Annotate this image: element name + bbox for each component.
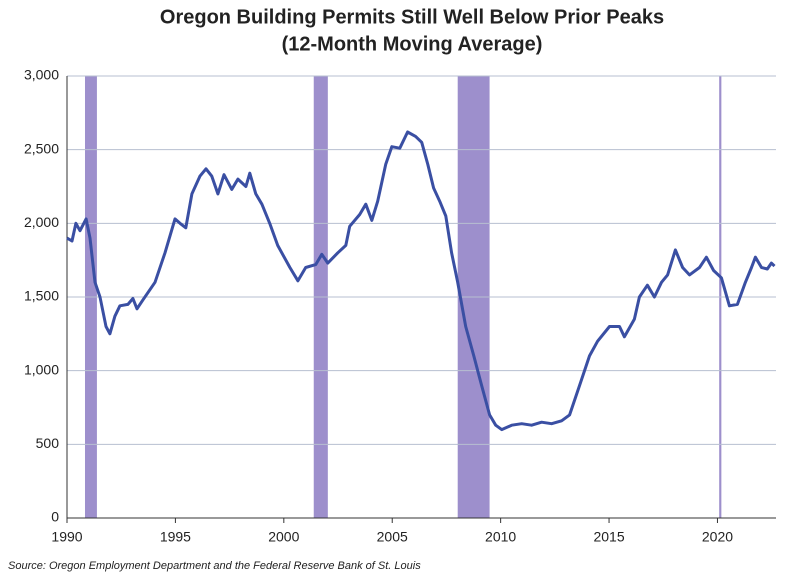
y-tick-label: 3,000 xyxy=(24,67,59,83)
y-tick-label: 0 xyxy=(51,509,59,525)
chart-title: Oregon Building Permits Still Well Below… xyxy=(160,6,664,28)
x-tick-label: 2005 xyxy=(377,529,408,545)
x-tick-label: 1990 xyxy=(51,529,82,545)
data-line xyxy=(66,130,776,432)
y-tick-label: 1,500 xyxy=(24,288,59,304)
y-tick-label: 1,000 xyxy=(24,361,59,377)
x-tick-label: 2015 xyxy=(593,529,624,545)
x-tick-label: 1995 xyxy=(160,529,191,545)
x-tick-label: 2020 xyxy=(702,529,733,545)
y-tick-label: 500 xyxy=(36,435,60,451)
y-tick-label: 2,500 xyxy=(24,140,59,156)
x-tick-label: 2010 xyxy=(485,529,516,545)
y-tick-label: 2,000 xyxy=(24,214,59,230)
x-tick-label: 2000 xyxy=(268,529,299,545)
source-note: Source: Oregon Employment Department and… xyxy=(8,560,421,572)
chart-subtitle: (12-Month Moving Average) xyxy=(282,33,543,55)
